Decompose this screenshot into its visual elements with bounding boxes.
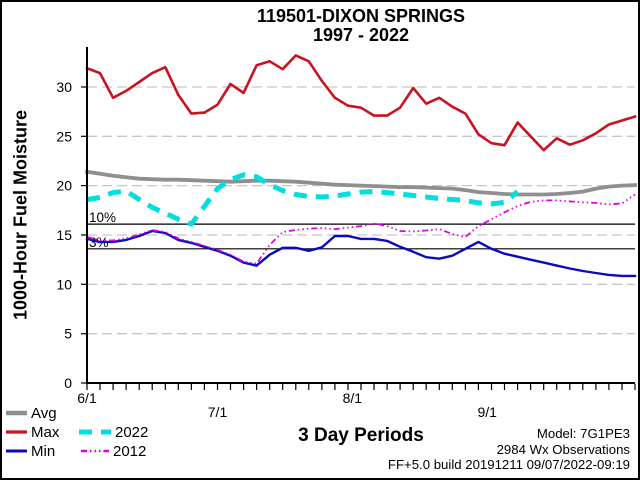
series-2012	[86, 193, 636, 265]
y-tick-label: 5	[64, 326, 72, 342]
legend-label-max: Max	[31, 423, 60, 441]
x-tick-label: 9/1	[477, 404, 497, 420]
model-label: Model: 7G1PE3	[536, 426, 630, 441]
x-axis-title: 3 Day Periods	[298, 425, 424, 446]
y-axis-title: 1000-Hour Fuel Moisture	[10, 109, 31, 321]
observations-label: 2984 Wx Observations	[496, 441, 630, 457]
y-tick-label: 20	[56, 178, 72, 194]
legend-line-max	[6, 430, 27, 434]
y-tick-label: 10	[56, 276, 72, 292]
series-Min	[85, 229, 637, 278]
legend-item-min: Min	[5, 442, 56, 460]
y-tick-label: 30	[56, 79, 72, 95]
footer-info: Model: 7G1PE3 2984 Wx Observations FF+5.…	[388, 426, 630, 473]
legend-label-2012: 2012	[113, 442, 147, 460]
x-tick-label: 8/1	[343, 390, 363, 406]
series-2022	[86, 172, 520, 227]
legend-item-avg: Avg	[5, 404, 57, 422]
y-tick-label: 25	[56, 128, 72, 144]
legend-item-2022: 2022	[78, 423, 149, 441]
legend-line-min	[6, 449, 27, 453]
chart-title-line2: 1997 - 2022	[312, 25, 410, 45]
ref-line-label: 10%	[89, 210, 116, 225]
y-tick-label: 0	[64, 375, 72, 391]
series-Max	[85, 54, 637, 152]
chart-title-line1: 119501-DIXON SPRINGS	[256, 6, 466, 26]
legend-label-2022: 2022	[115, 423, 149, 441]
legend-item-2012: 2012	[80, 442, 147, 460]
x-tick-label: 7/1	[208, 404, 228, 420]
legend-label-avg: Avg	[31, 404, 57, 422]
legend-item-max: Max	[5, 423, 60, 441]
build-label: FF+5.0 build 20191211 09/07/2022-09:19	[387, 457, 630, 472]
legend-line-2012	[81, 449, 109, 453]
y-tick-label: 15	[56, 227, 72, 243]
series-Avg	[84, 169, 637, 197]
legend-label-min: Min	[31, 442, 56, 460]
x-tick-label: 6/1	[77, 390, 97, 406]
legend-line-avg	[6, 410, 27, 416]
legend-line-2022	[79, 429, 111, 435]
